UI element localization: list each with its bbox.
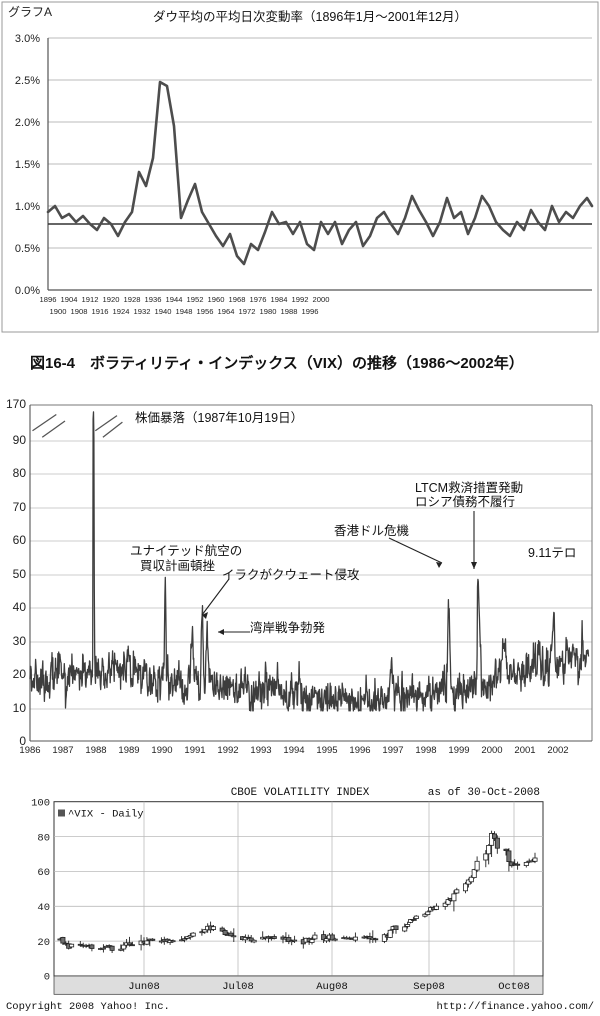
svg-text:1964: 1964	[218, 307, 235, 316]
svg-text:香港ドル危機: 香港ドル危機	[334, 523, 410, 538]
svg-text:2.0%: 2.0%	[15, 117, 40, 129]
svg-text:0.5%: 0.5%	[15, 243, 40, 255]
svg-text:株価暴落（1987年10月19日）: 株価暴落（1987年10月19日）	[135, 410, 303, 425]
svg-text:1956: 1956	[197, 307, 214, 316]
svg-text:1936: 1936	[145, 295, 162, 304]
svg-text:1999: 1999	[448, 745, 469, 755]
svg-text:1990: 1990	[151, 745, 172, 755]
svg-text:40: 40	[13, 600, 27, 614]
svg-text:2002: 2002	[547, 745, 568, 755]
svg-text:1940: 1940	[155, 307, 172, 316]
svg-text:ロシア債務不履行: ロシア債務不履行	[415, 494, 515, 509]
svg-text:30: 30	[13, 634, 27, 648]
svg-text:1998: 1998	[415, 745, 436, 755]
svg-text:1992: 1992	[217, 745, 238, 755]
svg-text:1972: 1972	[239, 307, 256, 316]
svg-text:グラフA: グラフA	[8, 5, 52, 19]
svg-text:Copyright 2008 Yahoo! Inc.: Copyright 2008 Yahoo! Inc.	[6, 1001, 170, 1013]
svg-text:3.0%: 3.0%	[15, 33, 40, 45]
svg-text:1980: 1980	[260, 307, 277, 316]
svg-text:LTCM救済措置発動: LTCM救済措置発動	[415, 480, 523, 495]
svg-text:1896: 1896	[40, 295, 57, 304]
svg-text:9.11テロ: 9.11テロ	[528, 546, 576, 560]
svg-text:1952: 1952	[187, 295, 204, 304]
svg-text:1960: 1960	[208, 295, 225, 304]
svg-text:1993: 1993	[250, 745, 271, 755]
svg-text:1992: 1992	[292, 295, 309, 304]
svg-text:40: 40	[37, 902, 50, 914]
svg-text:http://finance.yahoo.com/: http://finance.yahoo.com/	[436, 1001, 594, 1013]
svg-text:1916: 1916	[92, 307, 109, 316]
svg-text:1986: 1986	[19, 745, 40, 755]
svg-text:100: 100	[31, 798, 50, 810]
svg-text:1944: 1944	[166, 295, 183, 304]
svg-text:1924: 1924	[113, 307, 130, 316]
svg-text:図16-4 ボラティリティ・インデックス（VIX）の推移（1: 図16-4 ボラティリティ・インデックス（VIX）の推移（1986～2002年）	[30, 354, 524, 372]
svg-text:0.0%: 0.0%	[15, 285, 40, 297]
svg-text:1994: 1994	[283, 745, 304, 755]
svg-text:1948: 1948	[176, 307, 193, 316]
svg-text:Oct08: Oct08	[498, 981, 530, 993]
svg-text:70: 70	[13, 500, 27, 514]
svg-text:Jul08: Jul08	[222, 981, 254, 993]
svg-text:1912: 1912	[82, 295, 99, 304]
svg-text:80: 80	[13, 466, 27, 480]
svg-text:50: 50	[13, 567, 27, 581]
svg-text:10: 10	[13, 701, 27, 715]
svg-text:1987: 1987	[52, 745, 73, 755]
svg-text:1988: 1988	[85, 745, 106, 755]
svg-text:60: 60	[37, 867, 50, 879]
svg-text:1989: 1989	[118, 745, 139, 755]
svg-text:1976: 1976	[250, 295, 267, 304]
svg-text:ダウ平均の平均日次変動率（1896年1月～2001年12月）: ダウ平均の平均日次変動率（1896年1月～2001年12月）	[153, 9, 467, 24]
svg-text:1997: 1997	[382, 745, 403, 755]
svg-text:1.0%: 1.0%	[15, 201, 40, 213]
svg-text:1996: 1996	[302, 307, 319, 316]
svg-text:0: 0	[44, 972, 50, 984]
svg-text:1904: 1904	[61, 295, 78, 304]
svg-text:イラクがクウェート侵攻: イラクがクウェート侵攻	[222, 567, 360, 582]
svg-text:2000: 2000	[481, 745, 502, 755]
svg-text:20: 20	[37, 937, 50, 949]
svg-text:90: 90	[13, 433, 27, 447]
svg-text:20: 20	[13, 667, 27, 681]
svg-text:2.5%: 2.5%	[15, 75, 40, 87]
svg-text:80: 80	[37, 832, 50, 844]
svg-text:170: 170	[6, 397, 26, 411]
svg-text:ユナイテッド航空の: ユナイテッド航空の	[130, 543, 242, 558]
svg-text:Aug08: Aug08	[316, 981, 348, 993]
svg-text:1996: 1996	[349, 745, 370, 755]
svg-text:Jun08: Jun08	[128, 981, 160, 993]
svg-text:Sep08: Sep08	[413, 981, 445, 993]
svg-text:1988: 1988	[281, 307, 298, 316]
svg-text:1984: 1984	[271, 295, 288, 304]
svg-text:2000: 2000	[313, 295, 330, 304]
svg-text:CBOE VOLATILITY INDEX: CBOE VOLATILITY INDEX	[231, 787, 370, 799]
svg-text:湾岸戦争勃発: 湾岸戦争勃発	[250, 620, 326, 635]
svg-text:買収計画頓挫: 買収計画頓挫	[140, 558, 216, 573]
svg-text:1932: 1932	[134, 307, 151, 316]
svg-text:60: 60	[13, 533, 27, 547]
svg-text:as of 30-Oct-2008: as of 30-Oct-2008	[428, 787, 540, 799]
svg-text:1.5%: 1.5%	[15, 159, 40, 171]
svg-text:1968: 1968	[229, 295, 246, 304]
svg-text:1900: 1900	[50, 307, 67, 316]
svg-text:1908: 1908	[71, 307, 88, 316]
svg-text:1991: 1991	[184, 745, 205, 755]
svg-text:^VIX - Daily: ^VIX - Daily	[68, 809, 144, 821]
svg-text:2001: 2001	[514, 745, 535, 755]
svg-text:1995: 1995	[316, 745, 337, 755]
svg-text:1928: 1928	[124, 295, 141, 304]
svg-text:1920: 1920	[103, 295, 120, 304]
